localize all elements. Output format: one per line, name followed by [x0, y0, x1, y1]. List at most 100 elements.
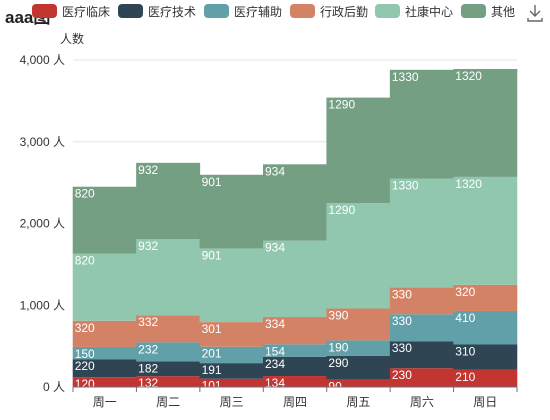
data-label: 132 — [138, 376, 158, 390]
y-tick-label: 2,000 人 — [20, 217, 65, 231]
data-label: 182 — [138, 361, 158, 375]
data-label: 330 — [392, 287, 412, 301]
bar-segment — [389, 287, 454, 315]
data-label: 410 — [455, 311, 475, 325]
x-tick-label: 周日 — [473, 395, 497, 409]
x-tick-label: 周一 — [93, 395, 117, 409]
bar-segment — [136, 239, 201, 316]
data-label: 1330 — [392, 179, 419, 193]
legend-swatch — [290, 4, 315, 18]
bar-segment — [389, 341, 454, 369]
legend-label: 医疗临床 — [62, 5, 110, 19]
data-label: 820 — [75, 187, 95, 201]
data-label: 901 — [202, 248, 222, 262]
bar-segment — [263, 317, 327, 345]
data-label: 191 — [202, 363, 222, 377]
bar-segment — [72, 359, 137, 378]
bar-segment — [72, 320, 137, 347]
data-label: 190 — [328, 340, 348, 354]
bar-segment — [136, 376, 201, 387]
bar-segment — [136, 342, 201, 362]
data-label: 901 — [202, 175, 222, 189]
bar-segment — [326, 97, 391, 204]
data-label: 310 — [455, 344, 475, 358]
bar-segment — [453, 310, 518, 345]
bar-segment — [326, 308, 391, 341]
data-label: 120 — [75, 377, 95, 391]
bar-segment — [263, 344, 327, 357]
bar-segment — [72, 186, 137, 254]
legend-label: 医疗辅助 — [234, 5, 282, 19]
bar-segment — [199, 363, 264, 379]
data-label: 1330 — [392, 70, 419, 84]
bar-segment — [326, 355, 391, 380]
data-label: 220 — [75, 359, 95, 373]
data-label: 201 — [202, 347, 222, 361]
y-axis-label: 人数 — [60, 31, 84, 46]
data-label: 301 — [202, 322, 222, 336]
data-label: 934 — [265, 241, 285, 255]
bar-segment — [72, 253, 137, 321]
bar-segment — [72, 377, 137, 387]
bar-segment — [136, 361, 201, 377]
x-tick-label: 周六 — [410, 395, 434, 409]
chart-title: aaa图 — [5, 8, 51, 27]
bar-segment — [389, 314, 454, 342]
bar-segment — [326, 340, 391, 356]
bar-segment — [136, 315, 201, 343]
data-label: 290 — [328, 356, 348, 370]
bar-segment — [72, 346, 137, 360]
bar-segment — [389, 368, 454, 387]
bar-segment — [263, 164, 327, 241]
data-label: 1290 — [328, 203, 355, 217]
legend-swatch — [204, 4, 229, 18]
bar-segment — [453, 68, 518, 177]
y-tick-label: 0 人 — [43, 380, 65, 394]
legend-label: 其他 — [491, 5, 515, 19]
bar-segment — [453, 176, 518, 285]
data-label: 150 — [75, 347, 95, 361]
data-label: 90 — [328, 380, 342, 394]
bar-segment — [263, 240, 327, 318]
bar-segment — [199, 346, 264, 364]
data-label: 1320 — [455, 69, 482, 83]
y-tick-label: 4,000 人 — [20, 53, 65, 67]
x-tick-label: 周三 — [220, 395, 244, 409]
legend-swatch — [461, 4, 486, 18]
data-label: 210 — [455, 370, 475, 384]
data-label: 134 — [265, 376, 285, 390]
legend-swatch — [118, 4, 143, 18]
bar-segment — [453, 344, 518, 370]
data-label: 320 — [75, 321, 95, 335]
legend-label: 社康中心 — [405, 4, 453, 19]
bar-segment — [326, 203, 391, 309]
data-label: 390 — [328, 309, 348, 323]
bar-segment — [389, 69, 454, 179]
legend-swatch — [375, 4, 400, 18]
bar-segment — [136, 162, 201, 240]
bar-segment — [199, 378, 264, 387]
y-tick-label: 1,000 人 — [20, 298, 65, 312]
bar-segment — [199, 174, 264, 249]
data-label: 101 — [202, 379, 222, 393]
data-label: 820 — [75, 254, 95, 268]
x-tick-label: 周五 — [346, 395, 370, 409]
data-label: 1290 — [328, 98, 355, 112]
y-tick-label: 3,000 人 — [20, 135, 65, 149]
data-label: 1320 — [455, 177, 482, 191]
legend-label: 医疗技术 — [148, 5, 196, 19]
x-tick-label: 周二 — [156, 395, 180, 409]
bar-segment — [199, 248, 264, 323]
data-label: 332 — [138, 315, 158, 329]
data-label: 320 — [455, 285, 475, 299]
data-label: 330 — [392, 341, 412, 355]
x-tick-label: 周四 — [283, 395, 307, 409]
data-label: 230 — [392, 368, 412, 382]
data-label: 330 — [392, 314, 412, 328]
bar-segment — [263, 376, 327, 387]
data-label: 232 — [138, 342, 158, 356]
download-icon[interactable] — [527, 4, 543, 22]
data-label: 234 — [265, 357, 285, 371]
